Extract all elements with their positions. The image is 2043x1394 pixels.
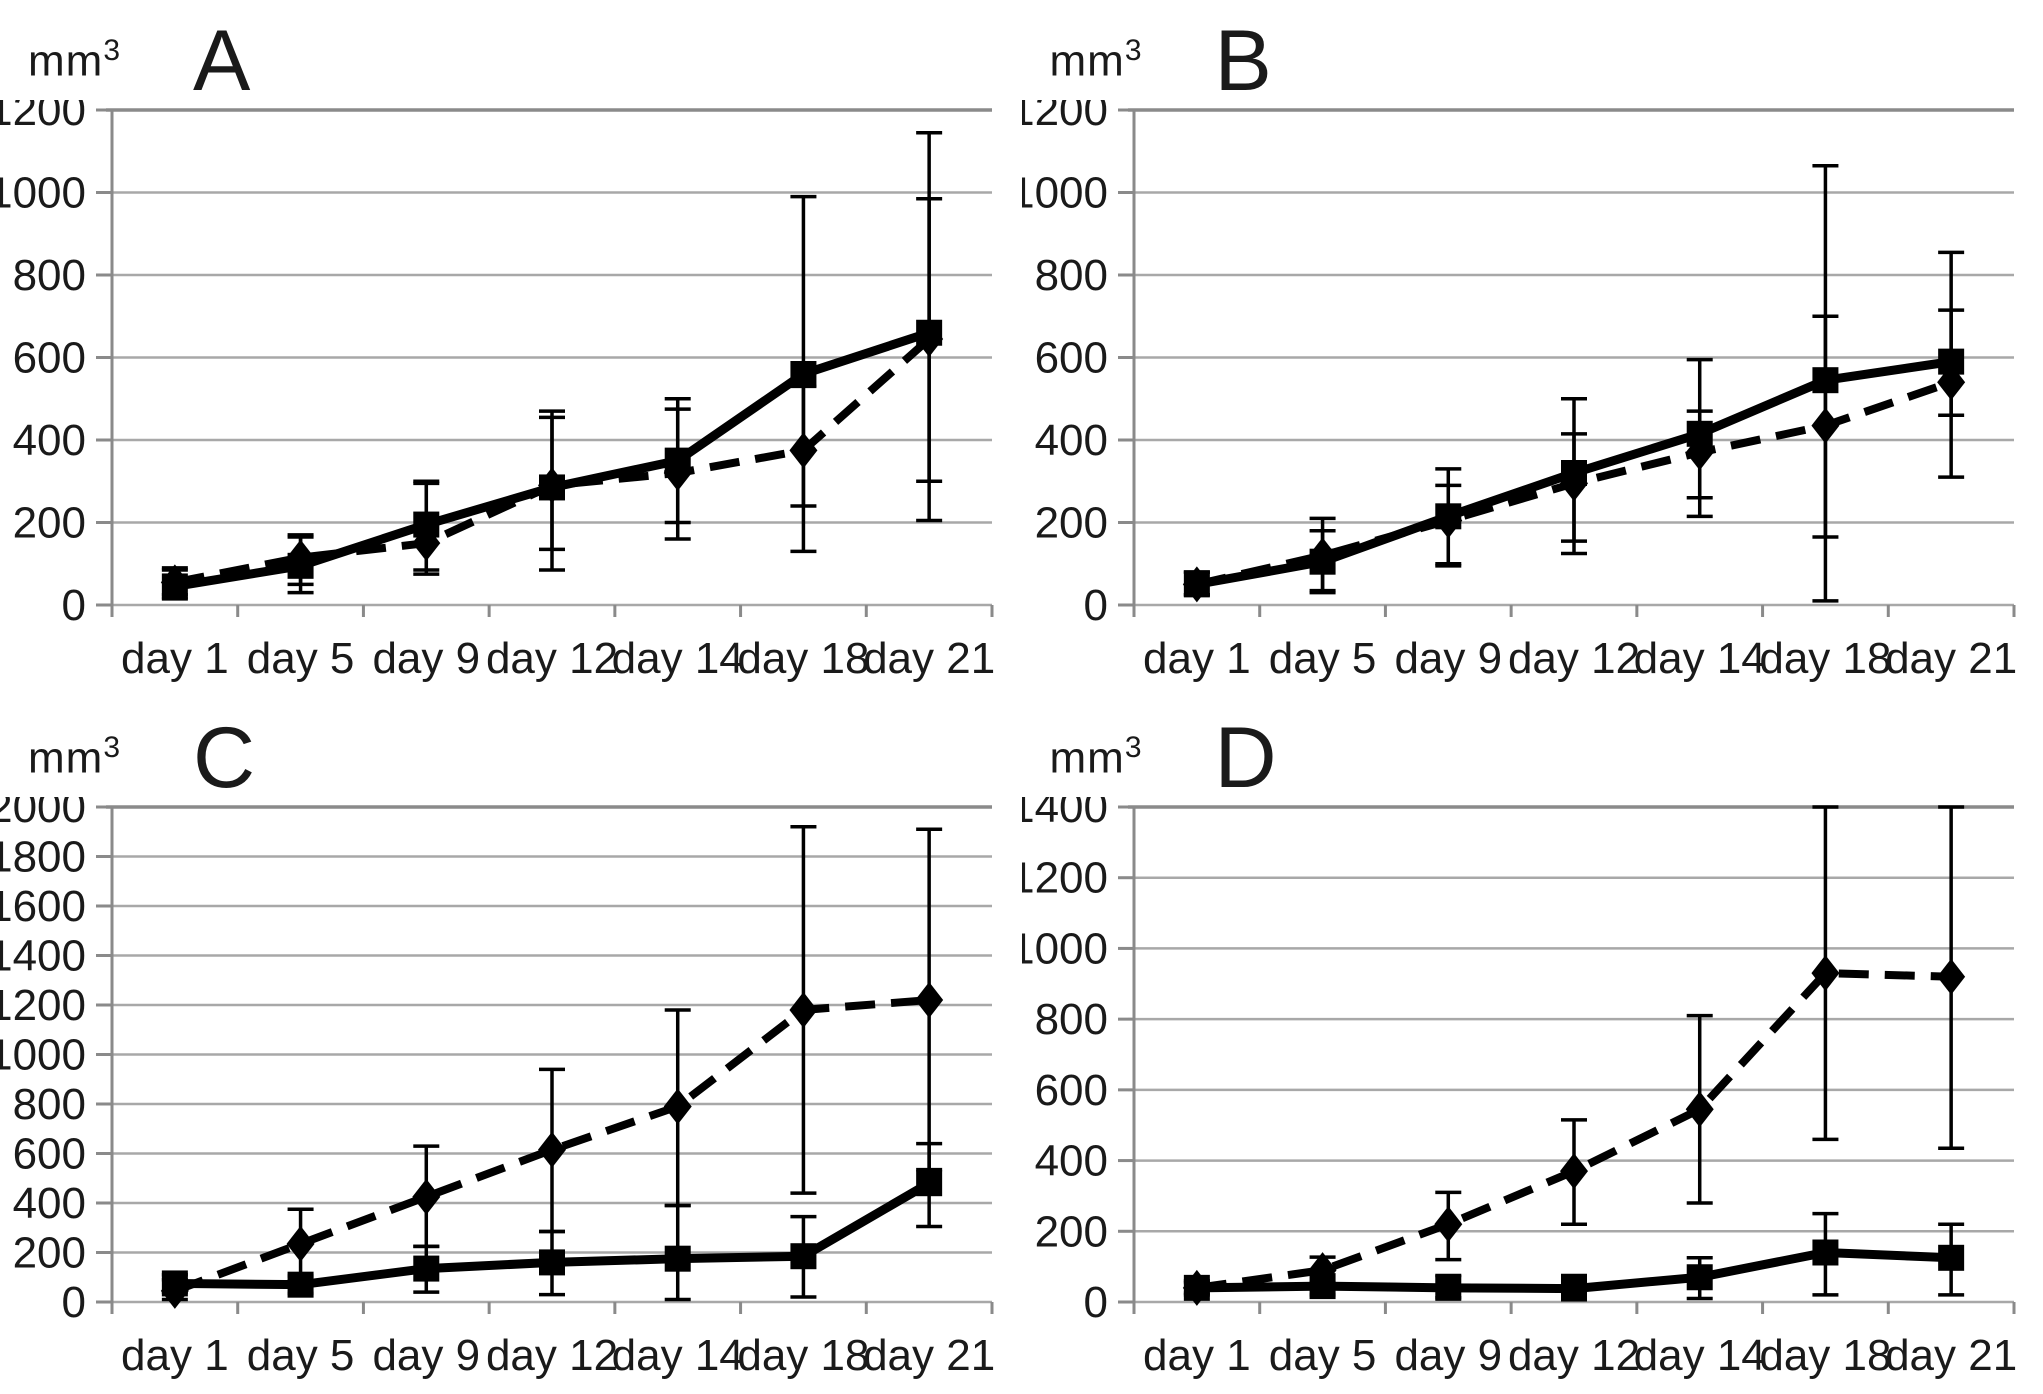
panel-letter: A (193, 12, 251, 109)
svg-text:1200: 1200 (0, 100, 86, 135)
svg-text:200: 200 (1034, 1207, 1107, 1256)
svg-text:day 12: day 12 (1507, 1331, 1639, 1380)
unit-exponent: 3 (103, 34, 121, 68)
svg-text:800: 800 (13, 1080, 86, 1129)
panel-B: mm3 B 0 200 400 600 800 1000 1200 day 1 day 5 day… (1022, 0, 2043, 697)
svg-text:600: 600 (1034, 1066, 1107, 1115)
svg-text:day 21: day 21 (1885, 1331, 2017, 1380)
svg-text:400: 400 (13, 416, 86, 465)
svg-text:day 9: day 9 (372, 634, 480, 683)
svg-text:1800: 1800 (0, 833, 86, 882)
svg-text:day 5: day 5 (1268, 1331, 1376, 1380)
panel-C-header: mm3 C (0, 697, 1021, 806)
panel-C: mm3 C 0 200 400 600 800 1000 1200 1400 1600 1800 2… (0, 697, 1021, 1394)
svg-text:800: 800 (1034, 251, 1107, 300)
svg-text:600: 600 (13, 334, 86, 383)
svg-text:day 14: day 14 (1633, 1331, 1765, 1380)
svg-text:200: 200 (1034, 499, 1107, 548)
svg-text:1000: 1000 (0, 1031, 86, 1080)
svg-text:1000: 1000 (0, 169, 86, 218)
y-axis-unit-label: mm3 (28, 731, 121, 783)
svg-text:day 14: day 14 (612, 1331, 744, 1380)
svg-text:day 5: day 5 (247, 634, 355, 683)
svg-text:200: 200 (13, 499, 86, 548)
svg-text:day 21: day 21 (863, 634, 995, 683)
panel-A-header: mm3 A (0, 0, 1021, 109)
svg-text:day 12: day 12 (486, 1331, 618, 1380)
svg-text:1200: 1200 (0, 981, 86, 1030)
panel-D: mm3 D 0 200 400 600 800 1000 1200 1400 day 1 day … (1022, 697, 2043, 1394)
svg-text:600: 600 (1034, 334, 1107, 383)
svg-text:1000: 1000 (1022, 924, 1108, 973)
svg-text:day 18: day 18 (1759, 634, 1891, 683)
svg-text:day 1: day 1 (1143, 634, 1251, 683)
panel-letter: B (1214, 12, 1272, 109)
svg-text:1600: 1600 (0, 882, 86, 931)
svg-text:day 18: day 18 (737, 1331, 869, 1380)
svg-text:0: 0 (1083, 1278, 1107, 1327)
svg-text:day 12: day 12 (486, 634, 618, 683)
svg-text:0: 0 (62, 581, 86, 630)
svg-text:0: 0 (1083, 581, 1107, 630)
svg-text:day 5: day 5 (1268, 634, 1376, 683)
svg-text:day 9: day 9 (1394, 634, 1502, 683)
unit-exponent: 3 (103, 731, 121, 765)
svg-text:1400: 1400 (1022, 797, 1108, 832)
svg-text:2000: 2000 (0, 797, 86, 832)
y-axis-unit-label: mm3 (1049, 34, 1143, 86)
svg-text:day 21: day 21 (1885, 634, 2017, 683)
svg-text:day 9: day 9 (1394, 1331, 1502, 1380)
panel-A: mm3 A 0 200 400 600 800 1000 1200 day 1 day 5 day… (0, 0, 1021, 697)
line-chart-panel-D: 0 200 400 600 800 1000 1200 1400 day 1 day 5 day 9… (1022, 797, 2017, 1380)
svg-text:1000: 1000 (1022, 169, 1108, 218)
svg-text:400: 400 (13, 1179, 86, 1228)
panel-letter: C (193, 709, 256, 806)
svg-text:1200: 1200 (1022, 854, 1108, 903)
svg-text:day 1: day 1 (121, 1331, 229, 1380)
y-axis-unit-label: mm3 (1049, 731, 1143, 783)
svg-text:1400: 1400 (0, 932, 86, 981)
unit-exponent: 3 (1124, 731, 1143, 765)
panel-letter: D (1214, 709, 1277, 806)
svg-text:400: 400 (1034, 416, 1107, 465)
svg-text:day 5: day 5 (247, 1331, 355, 1380)
svg-text:day 18: day 18 (1759, 1331, 1891, 1380)
svg-text:day 1: day 1 (121, 634, 229, 683)
svg-text:day 12: day 12 (1507, 634, 1639, 683)
svg-text:day 18: day 18 (737, 634, 869, 683)
svg-text:1200: 1200 (1022, 100, 1108, 135)
svg-text:day 14: day 14 (1633, 634, 1765, 683)
svg-text:day 14: day 14 (612, 634, 744, 683)
unit-exponent: 3 (1124, 34, 1143, 68)
svg-text:day 1: day 1 (1143, 1331, 1251, 1380)
svg-text:400: 400 (1034, 1137, 1107, 1186)
svg-text:0: 0 (62, 1278, 86, 1327)
y-axis-unit-label: mm3 (28, 34, 121, 86)
svg-text:day 21: day 21 (863, 1331, 995, 1380)
svg-text:600: 600 (13, 1130, 86, 1179)
panel-D-header: mm3 D (1022, 697, 2043, 806)
svg-text:800: 800 (1034, 995, 1107, 1044)
svg-text:200: 200 (13, 1229, 86, 1278)
svg-text:day 9: day 9 (372, 1331, 480, 1380)
panel-B-header: mm3 B (1022, 0, 2043, 109)
svg-text:800: 800 (13, 251, 86, 300)
